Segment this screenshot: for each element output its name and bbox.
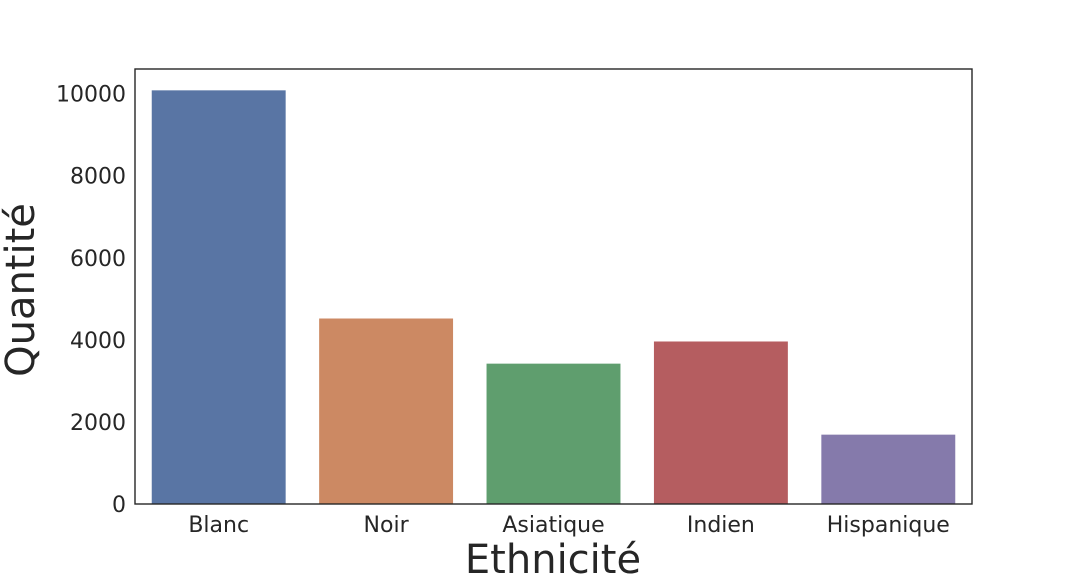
x-axis-title: Ethnicité — [465, 537, 641, 576]
y-tick-label: 2000 — [70, 411, 126, 436]
bar-indien — [653, 341, 788, 504]
x-tick-label: Noir — [364, 513, 410, 538]
x-tick-label: Asiatique — [502, 513, 604, 538]
y-tick-label: 10000 — [56, 83, 126, 108]
x-tick-label: Hispanique — [827, 513, 950, 538]
x-tick-label: Indien — [687, 513, 755, 538]
bar-hispanique — [821, 434, 956, 504]
y-tick-label: 8000 — [70, 165, 126, 190]
bar-asiatique — [486, 363, 621, 504]
y-tick-label: 4000 — [70, 329, 126, 354]
y-tick-label: 0 — [112, 493, 126, 518]
bar-blanc — [151, 90, 286, 504]
x-tick-labels: Blanc Noir Asiatique Indien Hispanique — [188, 513, 949, 538]
bars-group — [151, 90, 956, 504]
y-tick-label: 6000 — [70, 247, 126, 272]
x-tick-label: Blanc — [188, 513, 249, 538]
bar-noir — [319, 318, 454, 504]
y-tick-labels: 0 2000 4000 6000 8000 10000 — [56, 83, 126, 518]
y-axis-title: Quantité — [0, 203, 44, 377]
plot-frame — [134, 68, 973, 505]
